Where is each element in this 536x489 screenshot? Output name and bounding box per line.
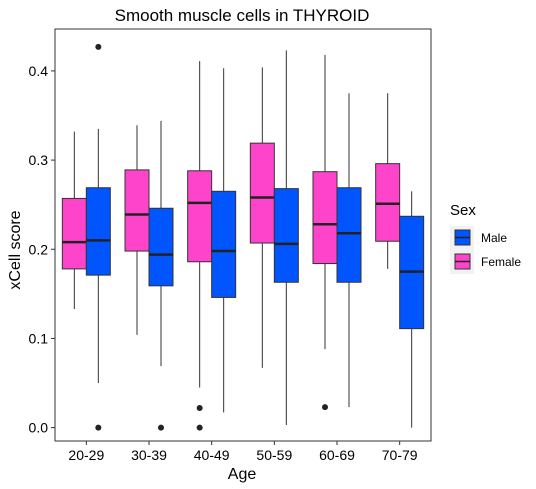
box-male-60-69 — [336, 93, 362, 408]
box-iqr — [336, 187, 362, 283]
legend-label: Female — [481, 255, 521, 269]
outlier-point — [196, 424, 203, 431]
series-male — [85, 43, 425, 431]
y-axis-title: xCell score — [7, 210, 24, 289]
series-female — [61, 54, 401, 431]
box-female-40-49 — [187, 61, 213, 431]
outlier-point — [158, 424, 164, 431]
box-iqr — [187, 170, 213, 263]
box-female-50-59 — [249, 67, 275, 368]
x-tick-label: 40-49 — [194, 447, 230, 463]
x-tick-label: 70-79 — [382, 447, 418, 463]
box-iqr — [211, 190, 237, 298]
box-iqr — [85, 187, 111, 276]
box-iqr — [273, 188, 299, 283]
legend: Sex Male Female — [450, 202, 521, 274]
box-iqr — [148, 207, 174, 287]
outlier-point — [196, 405, 203, 412]
legend-item-male: Male — [450, 226, 507, 250]
box-female-30-39 — [124, 125, 150, 335]
legend-title: Sex — [450, 202, 476, 219]
y-tick-label: 0.0 — [29, 420, 49, 436]
box-series-group — [61, 43, 425, 431]
outlier-point — [322, 404, 328, 411]
outlier-point — [95, 43, 102, 50]
x-tick-label: 30-39 — [131, 447, 167, 463]
box-female-60-69 — [312, 54, 338, 411]
box-male-70-79 — [399, 191, 425, 428]
x-tick-label: 50-59 — [256, 447, 292, 463]
y-axis: 0.0 0.1 0.2 0.3 0.4 — [29, 63, 55, 436]
y-tick-label: 0.4 — [29, 63, 49, 79]
box-female-20-29 — [61, 131, 87, 310]
legend-label: Male — [481, 231, 507, 245]
y-tick-label: 0.3 — [29, 152, 49, 168]
box-iqr — [61, 197, 87, 270]
box-male-30-39 — [148, 120, 174, 431]
legend-item-female: Female — [450, 250, 521, 274]
box-female-70-79 — [375, 93, 401, 269]
box-male-50-59 — [273, 50, 299, 425]
x-axis: 20-29 30-39 40-49 50-59 60-69 70-79 — [68, 441, 418, 463]
y-tick-label: 0.1 — [29, 330, 49, 346]
x-tick-label: 60-69 — [319, 447, 355, 463]
box-iqr — [375, 163, 401, 242]
box-male-20-29 — [85, 43, 111, 431]
box-iqr — [312, 171, 338, 265]
box-male-40-49 — [211, 68, 237, 413]
x-axis-title: Age — [228, 466, 257, 483]
x-tick-label: 20-29 — [68, 447, 104, 463]
box-iqr — [124, 169, 150, 252]
box-iqr — [249, 142, 275, 244]
outlier-point — [95, 424, 102, 431]
y-tick-label: 0.2 — [29, 241, 49, 257]
plot-panel — [54, 28, 432, 442]
chart-title: Smooth muscle cells in THYROID — [115, 6, 370, 25]
